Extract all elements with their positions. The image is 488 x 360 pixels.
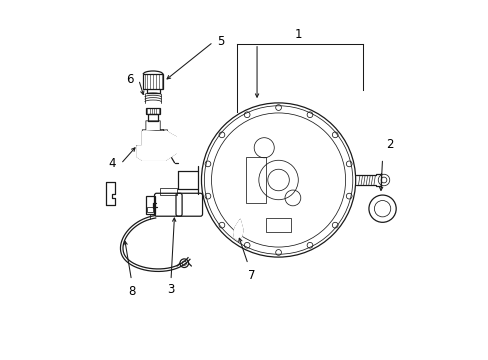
Bar bbox=[145, 196, 155, 214]
Bar bbox=[246, 157, 265, 203]
Text: 2: 2 bbox=[385, 138, 393, 150]
Text: 1: 1 bbox=[294, 28, 302, 41]
Text: 4: 4 bbox=[108, 157, 115, 170]
Polygon shape bbox=[233, 220, 243, 240]
Bar bbox=[147, 207, 153, 212]
Bar bbox=[265, 218, 290, 232]
Bar bbox=[146, 108, 160, 114]
Text: 5: 5 bbox=[217, 35, 224, 49]
Polygon shape bbox=[137, 132, 176, 160]
Text: 7: 7 bbox=[247, 269, 255, 282]
Bar bbox=[143, 74, 163, 89]
Text: 3: 3 bbox=[167, 283, 174, 296]
Text: 8: 8 bbox=[127, 285, 135, 298]
Text: 6: 6 bbox=[126, 73, 133, 86]
Bar bbox=[159, 188, 176, 195]
